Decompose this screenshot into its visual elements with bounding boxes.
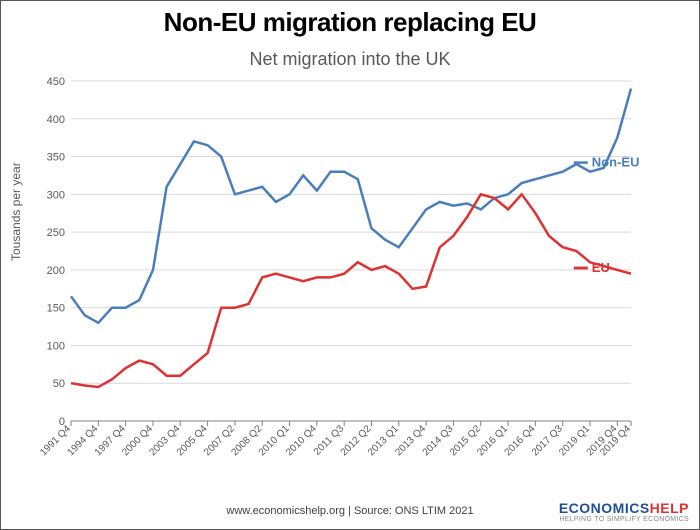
svg-text:150: 150 <box>47 303 65 315</box>
brand-main: ECONOMICS <box>559 500 650 516</box>
line-chart: 0501001502002503003504004501991 Q41994 Q… <box>71 81 631 421</box>
svg-text:250: 250 <box>47 227 65 239</box>
svg-text:50: 50 <box>53 378 65 390</box>
brand-sub: HELPING TO SIMPLIFY ECONOMICS <box>559 516 689 523</box>
y-axis-label: Tousands per year <box>9 162 23 261</box>
sub-title: Net migration into the UK <box>1 49 699 70</box>
svg-text:200: 200 <box>47 265 65 277</box>
svg-text:300: 300 <box>47 189 65 201</box>
brand-logo: ECONOMICSHELP HELPING TO SIMPLIFY ECONOM… <box>559 500 689 523</box>
svg-text:350: 350 <box>47 152 65 164</box>
brand-accent: HELP <box>650 500 689 516</box>
svg-text:100: 100 <box>47 340 65 352</box>
svg-text:EU: EU <box>592 260 610 275</box>
chart-frame: Non-EU migration replacing EU Net migrat… <box>0 0 700 530</box>
main-title: Non-EU migration replacing EU <box>1 7 699 38</box>
svg-text:400: 400 <box>47 114 65 126</box>
chart-area: 0501001502002503003504004501991 Q41994 Q… <box>71 81 631 421</box>
svg-text:450: 450 <box>47 76 65 88</box>
svg-text:Non-EU: Non-EU <box>592 155 640 170</box>
